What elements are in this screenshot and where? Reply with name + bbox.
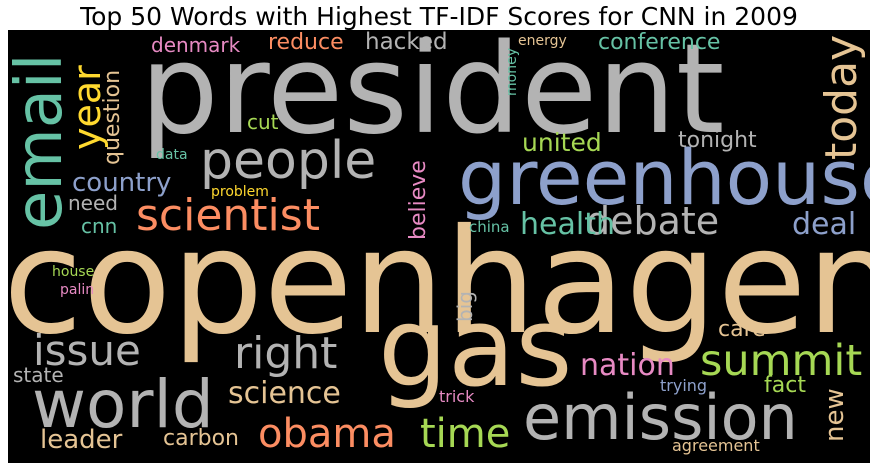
- word-scientist: scientist: [136, 190, 320, 241]
- word-china: china: [469, 218, 510, 236]
- word-question: question: [100, 69, 125, 165]
- word-greenhouse: greenhouse: [458, 133, 870, 222]
- word-new: new: [820, 388, 850, 442]
- word-money: money: [504, 48, 520, 96]
- word-emission: emission: [523, 381, 798, 454]
- word-leader: leader: [40, 425, 123, 455]
- word-fact: fact: [764, 373, 806, 398]
- word-tonight: tonight: [678, 128, 757, 153]
- word-trying: trying: [660, 376, 708, 395]
- word-united: united: [522, 128, 602, 157]
- word-deal: deal: [792, 207, 857, 242]
- word-health: health: [520, 207, 615, 242]
- word-big: big: [453, 291, 477, 322]
- word-palin: palin: [60, 282, 95, 298]
- word-agreement: agreement: [672, 436, 760, 455]
- word-copenhagen: copenhagen: [8, 198, 870, 367]
- word-world: world: [32, 366, 214, 443]
- word-trick: trick: [439, 387, 475, 406]
- word-house: house: [52, 264, 95, 280]
- word-science: science: [228, 376, 341, 411]
- word-gas: gas: [378, 283, 573, 411]
- word-state: state: [13, 363, 64, 387]
- word-summit: summit: [700, 336, 863, 386]
- word-people: people: [200, 131, 377, 191]
- word-cut: cut: [247, 110, 279, 134]
- word-today: today: [816, 34, 867, 160]
- word-time: time: [420, 411, 511, 457]
- word-debate: debate: [586, 199, 720, 243]
- word-obama: obama: [258, 411, 396, 457]
- word-need: need: [68, 191, 118, 215]
- word-energy: energy: [518, 33, 567, 49]
- word-president: president: [140, 30, 725, 162]
- word-cloud: president copenhagen greenhouse gas peop…: [8, 30, 870, 463]
- word-reduce: reduce: [268, 30, 344, 55]
- word-issue: issue: [33, 326, 141, 375]
- word-carbon: carbon: [163, 426, 239, 451]
- word-cnn: cnn: [81, 214, 118, 238]
- chart-title: Top 50 Words with Highest TF-IDF Scores …: [80, 2, 798, 31]
- word-believe: believe: [406, 160, 431, 240]
- word-problem: problem: [211, 184, 269, 200]
- word-denmark: denmark: [151, 33, 241, 57]
- word-conference: conference: [598, 30, 721, 55]
- word-country: country: [72, 168, 172, 198]
- word-nation: nation: [580, 348, 675, 383]
- word-email: email: [8, 53, 77, 231]
- word-hacked: hacked: [365, 30, 448, 55]
- word-data: data: [156, 147, 188, 163]
- word-right: right: [234, 328, 338, 379]
- word-care: care: [718, 317, 766, 342]
